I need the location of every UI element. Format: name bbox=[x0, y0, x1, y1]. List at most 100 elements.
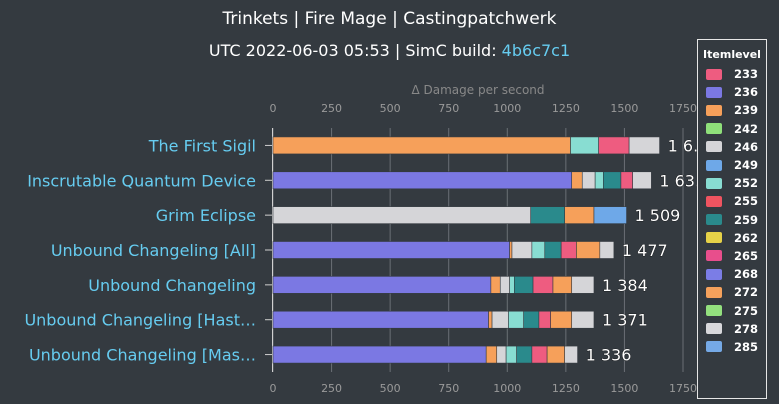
bar-total-label: 1 477 bbox=[622, 241, 668, 260]
bar-segment bbox=[576, 241, 601, 259]
legend: Itemlevel 233 236 239 242 246 249 252 255 259 262… bbox=[697, 39, 767, 399]
bar-segment bbox=[272, 171, 573, 190]
bar-segment bbox=[516, 345, 533, 364]
legend-label: 239 bbox=[734, 103, 759, 118]
legend-item-252[interactable]: 252 bbox=[698, 174, 766, 192]
bar-total-label: 1 509 bbox=[635, 206, 681, 225]
legend-swatch bbox=[706, 323, 722, 335]
bar-segment bbox=[531, 241, 546, 259]
legend-item-262[interactable]: 262 bbox=[698, 229, 766, 247]
bar-segment bbox=[552, 276, 573, 294]
bar-segment bbox=[499, 276, 510, 294]
legend-item-239[interactable]: 239 bbox=[698, 101, 766, 119]
category-label[interactable]: Grim Eclipse bbox=[156, 206, 256, 225]
bar-segment bbox=[272, 345, 487, 364]
legend-swatch bbox=[706, 232, 722, 244]
category-label[interactable]: The First Sigil bbox=[148, 136, 256, 155]
x-tick-bottom: 1750 bbox=[669, 382, 697, 395]
x-tick-bottom: 1000 bbox=[493, 382, 521, 395]
bar-segment bbox=[632, 171, 652, 190]
bar-segment bbox=[485, 345, 498, 364]
x-tick-top: 500 bbox=[380, 102, 401, 115]
bar-segment bbox=[509, 241, 513, 259]
bar-segment bbox=[496, 345, 507, 364]
x-tick-top: 750 bbox=[438, 102, 459, 115]
x-tick-bottom: 250 bbox=[321, 382, 342, 395]
bar-segment bbox=[530, 206, 565, 224]
legend-item-268[interactable]: 268 bbox=[698, 265, 766, 283]
bar-segment bbox=[564, 206, 595, 224]
bar-segment bbox=[514, 276, 534, 294]
bar-segment bbox=[560, 241, 577, 259]
legend-item-285[interactable]: 285 bbox=[698, 338, 766, 356]
bar-segment bbox=[598, 136, 630, 155]
category-label[interactable]: Unbound Changeling [Hast… bbox=[24, 311, 256, 330]
bar-segment bbox=[571, 310, 595, 329]
bar-segment bbox=[490, 276, 501, 294]
category-label[interactable]: Unbound Changeling [All] bbox=[51, 241, 256, 260]
legend-label: 278 bbox=[734, 321, 759, 336]
legend-item-265[interactable]: 265 bbox=[698, 247, 766, 265]
bar-segment bbox=[594, 171, 604, 190]
legend-label: 233 bbox=[734, 67, 759, 82]
x-tick-top: 1500 bbox=[610, 102, 638, 115]
legend-label: 252 bbox=[734, 176, 759, 191]
bar-segment bbox=[272, 136, 571, 155]
legend-item-275[interactable]: 275 bbox=[698, 301, 766, 319]
bar-segment bbox=[532, 276, 554, 294]
bar-segment bbox=[272, 241, 510, 259]
legend-label: 272 bbox=[734, 285, 759, 300]
bar-segment bbox=[538, 310, 551, 329]
legend-item-255[interactable]: 255 bbox=[698, 192, 766, 210]
bar-segment bbox=[544, 241, 562, 259]
x-axis-title: Δ Damage per second bbox=[411, 83, 544, 97]
legend-item-233[interactable]: 233 bbox=[698, 65, 766, 83]
legend-label: 285 bbox=[734, 339, 759, 354]
legend-label: 265 bbox=[734, 248, 759, 263]
legend-item-249[interactable]: 249 bbox=[698, 156, 766, 174]
legend-swatch bbox=[706, 104, 722, 116]
legend-swatch bbox=[706, 123, 722, 135]
legend-label: 255 bbox=[734, 194, 759, 209]
bar-segment bbox=[581, 171, 596, 190]
bar-segment bbox=[550, 310, 573, 329]
legend-label: 236 bbox=[734, 85, 759, 100]
bar-segment bbox=[570, 136, 599, 155]
legend-item-246[interactable]: 246 bbox=[698, 138, 766, 156]
legend-item-272[interactable]: 272 bbox=[698, 283, 766, 301]
x-tick-top: 1750 bbox=[669, 102, 697, 115]
category-label[interactable]: Unbound Changeling [Mas… bbox=[29, 346, 256, 365]
legend-label: 259 bbox=[734, 212, 759, 227]
bar-segment bbox=[523, 310, 540, 329]
bar-segment bbox=[505, 345, 517, 364]
bar-segment bbox=[531, 345, 548, 364]
bar-segment bbox=[599, 241, 615, 259]
bar-segment bbox=[511, 241, 533, 259]
bar-segment bbox=[564, 345, 578, 364]
x-tick-top: 250 bbox=[321, 102, 342, 115]
bar-segment bbox=[628, 136, 660, 155]
legend-swatch bbox=[706, 305, 722, 317]
category-label[interactable]: Unbound Changeling bbox=[88, 276, 256, 295]
legend-item-278[interactable]: 278 bbox=[698, 320, 766, 338]
legend-item-259[interactable]: 259 bbox=[698, 211, 766, 229]
legend-label: 268 bbox=[734, 267, 759, 282]
legend-item-242[interactable]: 242 bbox=[698, 120, 766, 138]
legend-items: 233 236 239 242 246 249 252 255 259 262 265 268 272 2… bbox=[698, 65, 766, 356]
legend-swatch bbox=[706, 195, 722, 207]
bar-segment bbox=[546, 345, 565, 364]
x-tick-bottom: 0 bbox=[270, 382, 277, 395]
bar-segment bbox=[491, 310, 509, 329]
legend-title: Itemlevel bbox=[703, 48, 761, 61]
category-label[interactable]: Inscrutable Quantum Device bbox=[27, 171, 256, 190]
legend-swatch bbox=[706, 214, 722, 226]
legend-swatch bbox=[706, 159, 722, 171]
legend-item-236[interactable]: 236 bbox=[698, 83, 766, 101]
chart-subtitle: UTC 2022-06-03 05:53 | SimC build: 4b6c7… bbox=[0, 41, 779, 60]
bar-segment bbox=[509, 276, 515, 294]
chart-title: Trinkets | Fire Mage | Castingpatchwerk bbox=[222, 9, 557, 29]
bar-segment bbox=[571, 171, 583, 190]
bar-segment bbox=[571, 276, 595, 294]
bar-segment bbox=[488, 310, 493, 329]
simc-build-link[interactable]: 4b6c7c1 bbox=[501, 41, 571, 60]
